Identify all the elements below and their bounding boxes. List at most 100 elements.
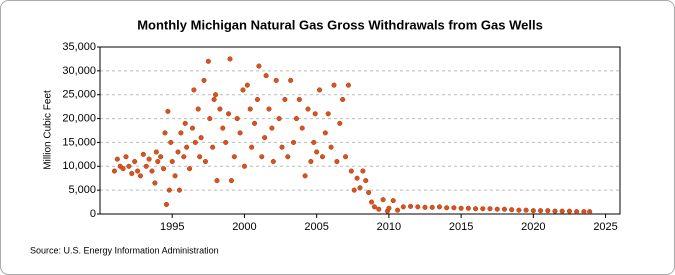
point (184, 144, 190, 150)
point (311, 139, 317, 145)
point (538, 208, 544, 214)
point (197, 154, 203, 160)
point (357, 185, 363, 191)
point (135, 168, 141, 174)
point (422, 204, 428, 210)
point (162, 130, 168, 136)
point (198, 135, 204, 141)
point (192, 139, 198, 145)
point (354, 175, 360, 181)
point (545, 208, 551, 214)
point (237, 130, 243, 136)
point (262, 135, 268, 141)
point (266, 106, 272, 112)
point (120, 166, 126, 172)
point (293, 116, 299, 122)
point (244, 82, 250, 88)
point (201, 77, 207, 83)
point (158, 154, 164, 160)
point (263, 73, 269, 79)
point (351, 187, 357, 193)
point (530, 208, 536, 214)
point (302, 173, 308, 179)
point (241, 163, 247, 169)
point (223, 139, 229, 145)
point (509, 207, 515, 213)
point (220, 125, 226, 131)
x-tick-label: 2015 (449, 221, 473, 233)
x-tick-label: 1995 (160, 221, 184, 233)
point (552, 208, 558, 214)
point (227, 56, 233, 62)
point (369, 199, 375, 205)
y-tick-label: 35,000 (62, 41, 96, 53)
point (348, 168, 354, 174)
point (429, 204, 435, 210)
point (140, 151, 146, 157)
point (256, 63, 262, 69)
point (276, 116, 282, 122)
point (137, 173, 143, 179)
point (436, 204, 442, 210)
x-tick-label: 2025 (593, 221, 617, 233)
point (458, 205, 464, 211)
point (305, 106, 311, 112)
point (395, 207, 401, 213)
point (195, 106, 201, 112)
point (363, 178, 369, 184)
x-tick-label: 2020 (521, 221, 545, 233)
point (205, 58, 211, 64)
point (161, 166, 167, 172)
point (129, 170, 135, 176)
point (376, 206, 382, 212)
point (296, 96, 302, 103)
point (312, 111, 318, 117)
point (178, 130, 184, 136)
point (501, 206, 507, 212)
point (559, 208, 565, 214)
y-tick-label: 25,000 (62, 89, 96, 101)
y-axis-label: Million Cubic Feet (43, 90, 54, 170)
y-tick-label: 10,000 (62, 160, 96, 172)
point (340, 96, 346, 103)
point (371, 204, 377, 210)
point (155, 158, 161, 165)
plot-area (99, 46, 621, 215)
y-tick-label: 20,000 (62, 112, 96, 124)
point (191, 87, 197, 93)
point (299, 125, 305, 131)
point (182, 120, 188, 126)
y-tick-label: 30,000 (62, 65, 96, 77)
point (270, 158, 276, 165)
source: Source: U.S. Energy Information Administ… (30, 245, 219, 255)
point (114, 156, 120, 162)
point (587, 209, 593, 215)
point (273, 77, 279, 83)
point (175, 149, 181, 155)
point (214, 178, 220, 184)
point (494, 206, 500, 212)
point (165, 108, 171, 114)
point (328, 144, 334, 150)
point (176, 187, 182, 193)
point (451, 205, 457, 211)
point (574, 209, 580, 215)
point (202, 158, 208, 165)
point (282, 96, 288, 103)
point (523, 207, 529, 213)
y-tick-label: 0 (90, 208, 96, 220)
point (163, 201, 169, 208)
point (247, 106, 253, 112)
point (240, 87, 246, 93)
point (210, 144, 216, 150)
point (126, 163, 132, 169)
point (444, 205, 450, 211)
x-tick-label: 2010 (377, 221, 401, 233)
point (390, 198, 396, 204)
x-tick-label: 2000 (232, 221, 256, 233)
point (317, 87, 323, 93)
point (279, 144, 285, 150)
point (465, 205, 471, 211)
point (181, 154, 187, 160)
point (143, 163, 149, 169)
